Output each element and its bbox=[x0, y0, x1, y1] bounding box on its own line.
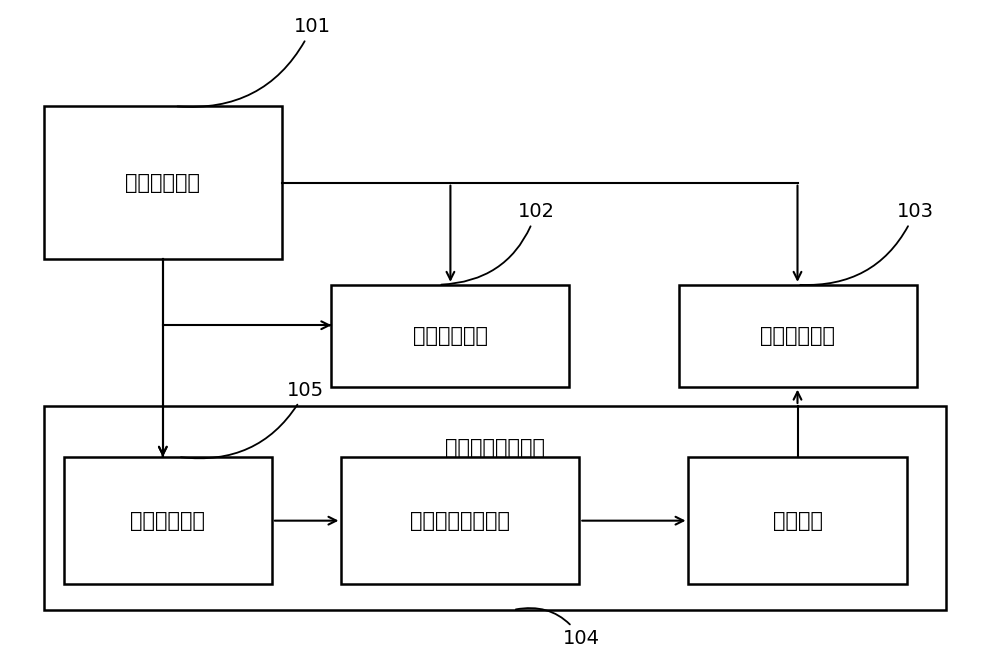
Text: 后级恒流单元: 后级恒流单元 bbox=[760, 326, 835, 346]
Bar bbox=[64, 457, 272, 585]
Bar bbox=[44, 406, 946, 610]
Text: 交流供电单元: 交流供电单元 bbox=[125, 173, 200, 193]
Text: 前级供电单元: 前级供电单元 bbox=[130, 510, 205, 531]
Text: 104: 104 bbox=[516, 608, 600, 648]
Text: 控制模块: 控制模块 bbox=[772, 510, 822, 531]
Text: 前级恒流单元: 前级恒流单元 bbox=[413, 326, 488, 346]
Text: 101: 101 bbox=[178, 17, 331, 107]
Bar bbox=[331, 284, 569, 387]
Bar bbox=[688, 457, 907, 585]
Text: 控制信号输出单元: 控制信号输出单元 bbox=[445, 437, 545, 458]
Bar bbox=[44, 106, 282, 259]
Text: 102: 102 bbox=[441, 202, 555, 284]
Text: 105: 105 bbox=[181, 381, 324, 458]
Text: 控制模块供电单元: 控制模块供电单元 bbox=[410, 510, 510, 531]
Text: 103: 103 bbox=[800, 202, 934, 285]
Bar bbox=[341, 457, 579, 585]
Bar bbox=[679, 284, 917, 387]
